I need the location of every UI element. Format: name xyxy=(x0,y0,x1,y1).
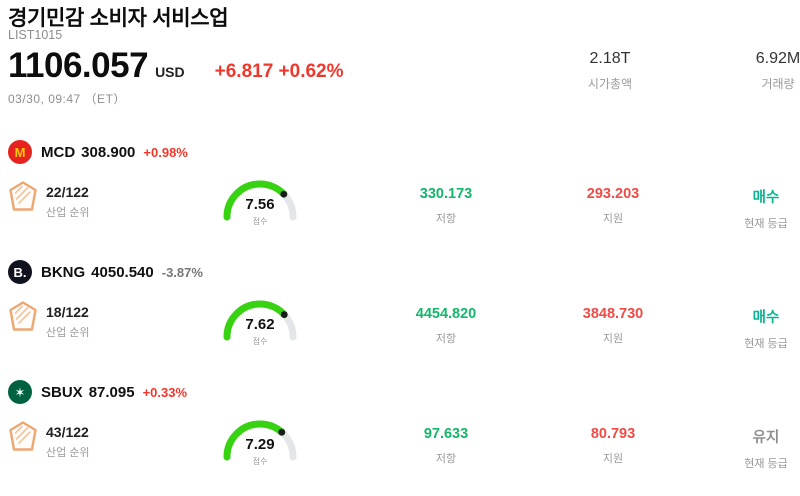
datetime: 03/30, 09:47 （ET） xyxy=(8,92,126,106)
resistance-label: 저항 xyxy=(435,213,457,225)
market-cap-stat: 2.18T 시가총액 xyxy=(558,50,662,92)
resistance-col: 97.633 저항 xyxy=(378,426,514,466)
gauge-arc xyxy=(212,168,308,232)
score-gauge: 7.29 점수 xyxy=(212,408,308,480)
support-label: 지원 xyxy=(602,453,624,465)
index-change: +6.817 +0.62% xyxy=(214,61,344,82)
ticker-line: M MCD 308.900 +0.98% xyxy=(8,140,188,164)
rank-value: 22/122 xyxy=(46,184,89,200)
score-gauge: 7.62 점수 xyxy=(212,288,308,360)
ticker: MCD xyxy=(41,143,76,161)
score-value: 7.62 xyxy=(245,316,275,333)
list-id: LIST1015 xyxy=(8,28,63,42)
currency-label: USD xyxy=(155,64,185,80)
score-label: 점수 xyxy=(252,217,268,226)
stock-logo-icon: B. xyxy=(8,260,32,284)
gauge-arc xyxy=(212,408,308,472)
resistance-value: 4454.820 xyxy=(415,306,477,322)
stock-price: 4050.540 xyxy=(91,263,154,281)
support-label: 지원 xyxy=(602,333,624,345)
ticker: SBUX xyxy=(41,383,83,401)
rank-value: 43/122 xyxy=(46,424,89,440)
support-col: 80.793 지원 xyxy=(545,426,681,466)
stock-row-mcd[interactable]: M MCD 308.900 +0.98% 22/122 산업 순위 7.56 점… xyxy=(0,136,800,256)
resistance-label: 저항 xyxy=(435,333,457,345)
resistance-value: 330.173 xyxy=(419,186,473,202)
industry-rank: 18/122 산업 순위 xyxy=(46,304,90,340)
support-value: 3848.730 xyxy=(582,306,644,322)
rating-col: 매수 현재 등급 xyxy=(704,306,800,351)
stock-price: 308.900 xyxy=(81,143,136,161)
rank-badge-icon xyxy=(8,180,38,213)
rating-value: 유지 xyxy=(752,430,780,446)
volume-value: 6.92M xyxy=(755,50,800,67)
stock-change: +0.33% xyxy=(142,384,188,400)
ticker-line: ✶ SBUX 87.095 +0.33% xyxy=(8,380,187,404)
rank-label: 산업 순위 xyxy=(46,447,90,459)
rating-value: 매수 xyxy=(752,190,780,206)
rating-value: 매수 xyxy=(752,310,780,326)
resistance-col: 4454.820 저항 xyxy=(378,306,514,346)
stock-change: +0.98% xyxy=(143,144,188,160)
score-value: 7.29 xyxy=(245,436,275,453)
score-value: 7.56 xyxy=(245,196,275,213)
stock-logo-icon: ✶ xyxy=(8,380,32,404)
support-value: 80.793 xyxy=(590,426,636,442)
index-price: 1106.057 xyxy=(8,46,149,85)
industry-rank: 43/122 산업 순위 xyxy=(46,424,90,460)
stock-logo-icon: M xyxy=(8,140,32,164)
rating-label: 현재 등급 xyxy=(744,338,788,350)
resistance-label: 저항 xyxy=(435,453,457,465)
gauge-arc xyxy=(212,288,308,352)
rank-badge-icon xyxy=(8,300,38,333)
support-value: 293.203 xyxy=(586,186,640,202)
market-cap-value: 2.18T xyxy=(589,50,631,67)
resistance-col: 330.173 저항 xyxy=(378,186,514,226)
rank-label: 산업 순위 xyxy=(46,327,90,339)
score-gauge: 7.56 점수 xyxy=(212,168,308,240)
rating-col: 매수 현재 등급 xyxy=(704,186,800,231)
rank-value: 18/122 xyxy=(46,304,89,320)
rank-badge-icon xyxy=(8,420,38,453)
market-cap-label: 시가총액 xyxy=(587,77,633,91)
ticker: BKNG xyxy=(41,263,86,281)
resistance-value: 97.633 xyxy=(423,426,469,442)
score-label: 점수 xyxy=(252,337,268,346)
stock-row-bkng[interactable]: B. BKNG 4050.540 -3.87% 18/122 산업 순위 7.6… xyxy=(0,256,800,376)
support-col: 3848.730 지원 xyxy=(545,306,681,346)
rating-label: 현재 등급 xyxy=(744,458,788,470)
volume-stat: 6.92M 거래량 xyxy=(726,50,800,92)
index-price-line: 1106.057 USD +6.817 +0.62% xyxy=(8,46,344,86)
ticker-line: B. BKNG 4050.540 -3.87% xyxy=(8,260,203,284)
score-label: 점수 xyxy=(252,457,268,466)
support-col: 293.203 지원 xyxy=(545,186,681,226)
volume-label: 거래량 xyxy=(761,77,795,91)
stock-row-sbux[interactable]: ✶ SBUX 87.095 +0.33% 43/122 산업 순위 7.29 점… xyxy=(0,376,800,496)
rating-col: 유지 현재 등급 xyxy=(704,426,800,471)
industry-rank: 22/122 산업 순위 xyxy=(46,184,90,220)
stock-change: -3.87% xyxy=(161,264,203,280)
stock-price: 87.095 xyxy=(88,383,135,401)
page-title: 경기민감 소비자 서비스업 xyxy=(8,7,229,30)
support-label: 지원 xyxy=(602,213,624,225)
rating-label: 현재 등급 xyxy=(744,218,788,230)
rank-label: 산업 순위 xyxy=(46,207,90,219)
